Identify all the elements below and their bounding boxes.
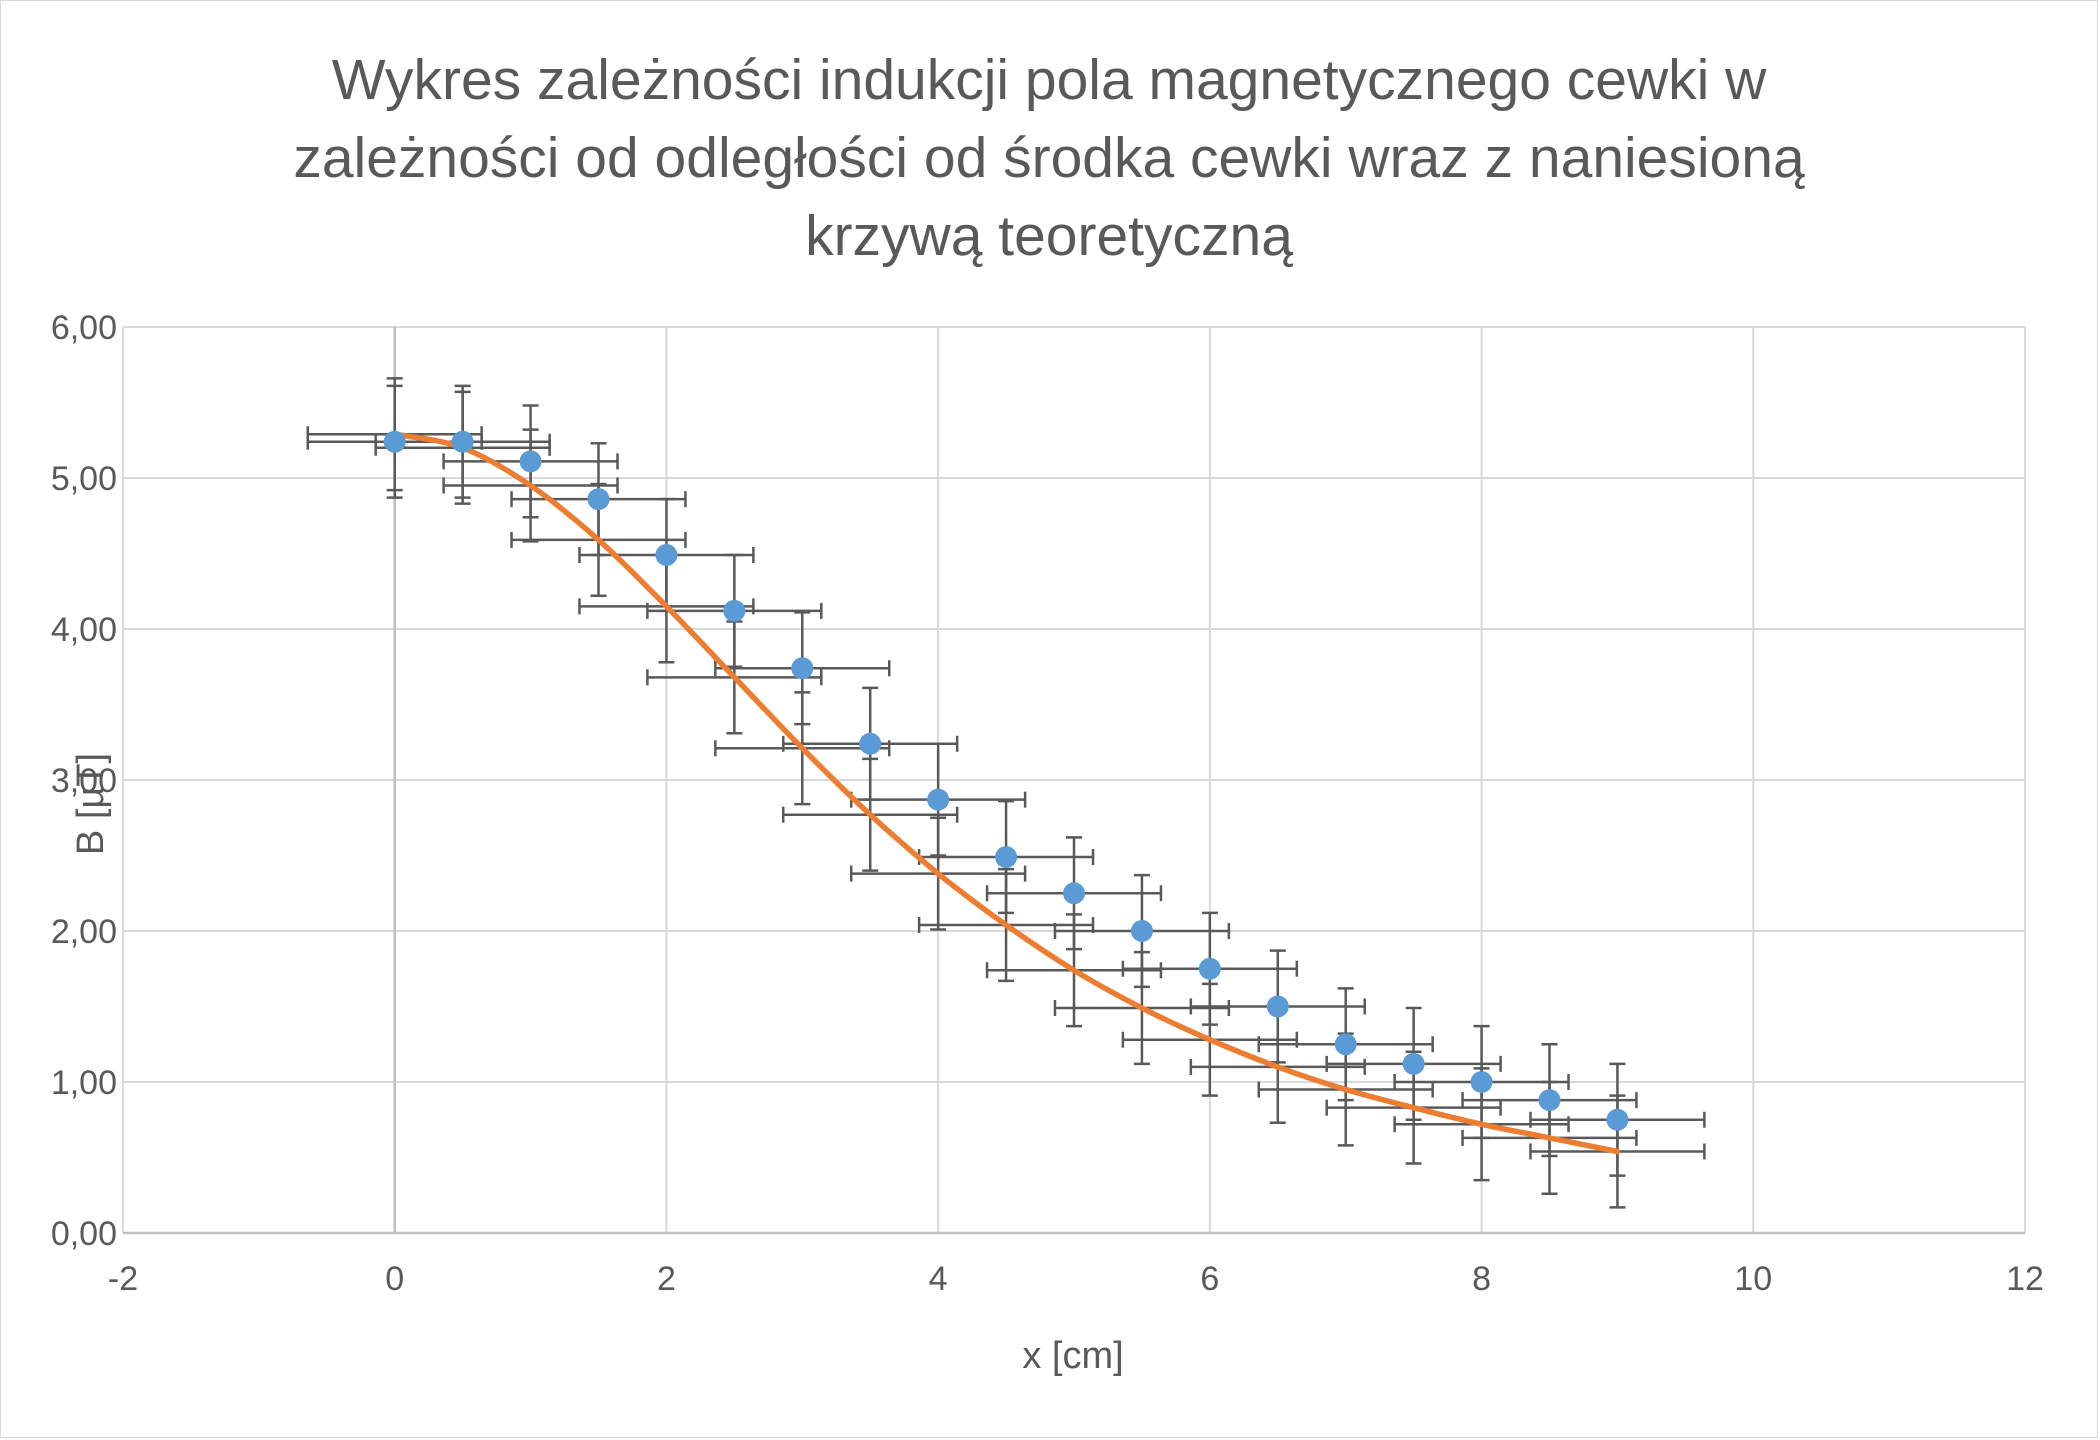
x-tick-label: 2	[657, 1260, 676, 1298]
y-tick-label: 5,00	[51, 460, 117, 498]
theoretical-curve-line	[391, 431, 1621, 1155]
y-tick-label: 0,00	[51, 1215, 117, 1253]
x-axis-title: x [cm]	[1022, 1335, 1123, 1377]
x-tick-labels: -2 0 2 4 6 8 10 12	[108, 1260, 2044, 1298]
data-point	[995, 846, 1018, 869]
x-tick-label: 8	[1472, 1260, 1491, 1298]
gridlines	[122, 326, 2026, 1233]
y-tick-label: 1,00	[51, 1064, 117, 1102]
data-point	[1334, 1033, 1357, 1056]
x-tick-label: 4	[929, 1260, 948, 1298]
data-point	[1402, 1052, 1425, 1075]
y-tick-label: 6,00	[51, 309, 117, 347]
data-point	[1606, 1108, 1629, 1131]
data-point	[1538, 1089, 1561, 1112]
data-point	[1130, 920, 1153, 942]
x-tick-label: 6	[1200, 1260, 1219, 1298]
data-point	[927, 788, 950, 811]
x-tick-label: 12	[2006, 1260, 2044, 1298]
data-point	[1063, 882, 1085, 905]
data-point	[1266, 995, 1289, 1018]
data-point	[791, 657, 814, 680]
y-tick-label: 3,00	[51, 762, 117, 800]
chart-title-line-2: zależności od odległości od środka cewki…	[293, 126, 1805, 190]
chart-title: Wykres zależności indukcji pola magnetyc…	[293, 48, 1805, 268]
x-tick-label: -2	[108, 1260, 138, 1298]
chart-title-line-1: Wykres zależności indukcji pola magnetyc…	[332, 48, 1767, 112]
data-point	[383, 430, 406, 453]
y-tick-labels: 0,00 1,00 2,00 3,00 4,00 5,00 6,00	[51, 309, 117, 1253]
x-tick-label: 0	[385, 1260, 404, 1298]
data-point	[1198, 957, 1221, 980]
data-point	[519, 450, 542, 473]
data-point	[655, 544, 678, 567]
chart-title-line-3: krzywą teoretyczną	[805, 204, 1293, 268]
data-point	[1470, 1071, 1493, 1093]
data-point	[451, 430, 474, 453]
y-tick-label: 2,00	[51, 913, 117, 951]
data-point	[859, 732, 882, 755]
y-tick-label: 4,00	[51, 611, 117, 649]
x-tick-label: 10	[1734, 1260, 1772, 1298]
y-axis-title: B [µT]	[70, 753, 112, 855]
measurement-points	[383, 430, 1629, 1131]
data-point	[587, 488, 610, 511]
theoretical-curve	[391, 431, 1621, 1155]
data-point	[723, 599, 746, 622]
